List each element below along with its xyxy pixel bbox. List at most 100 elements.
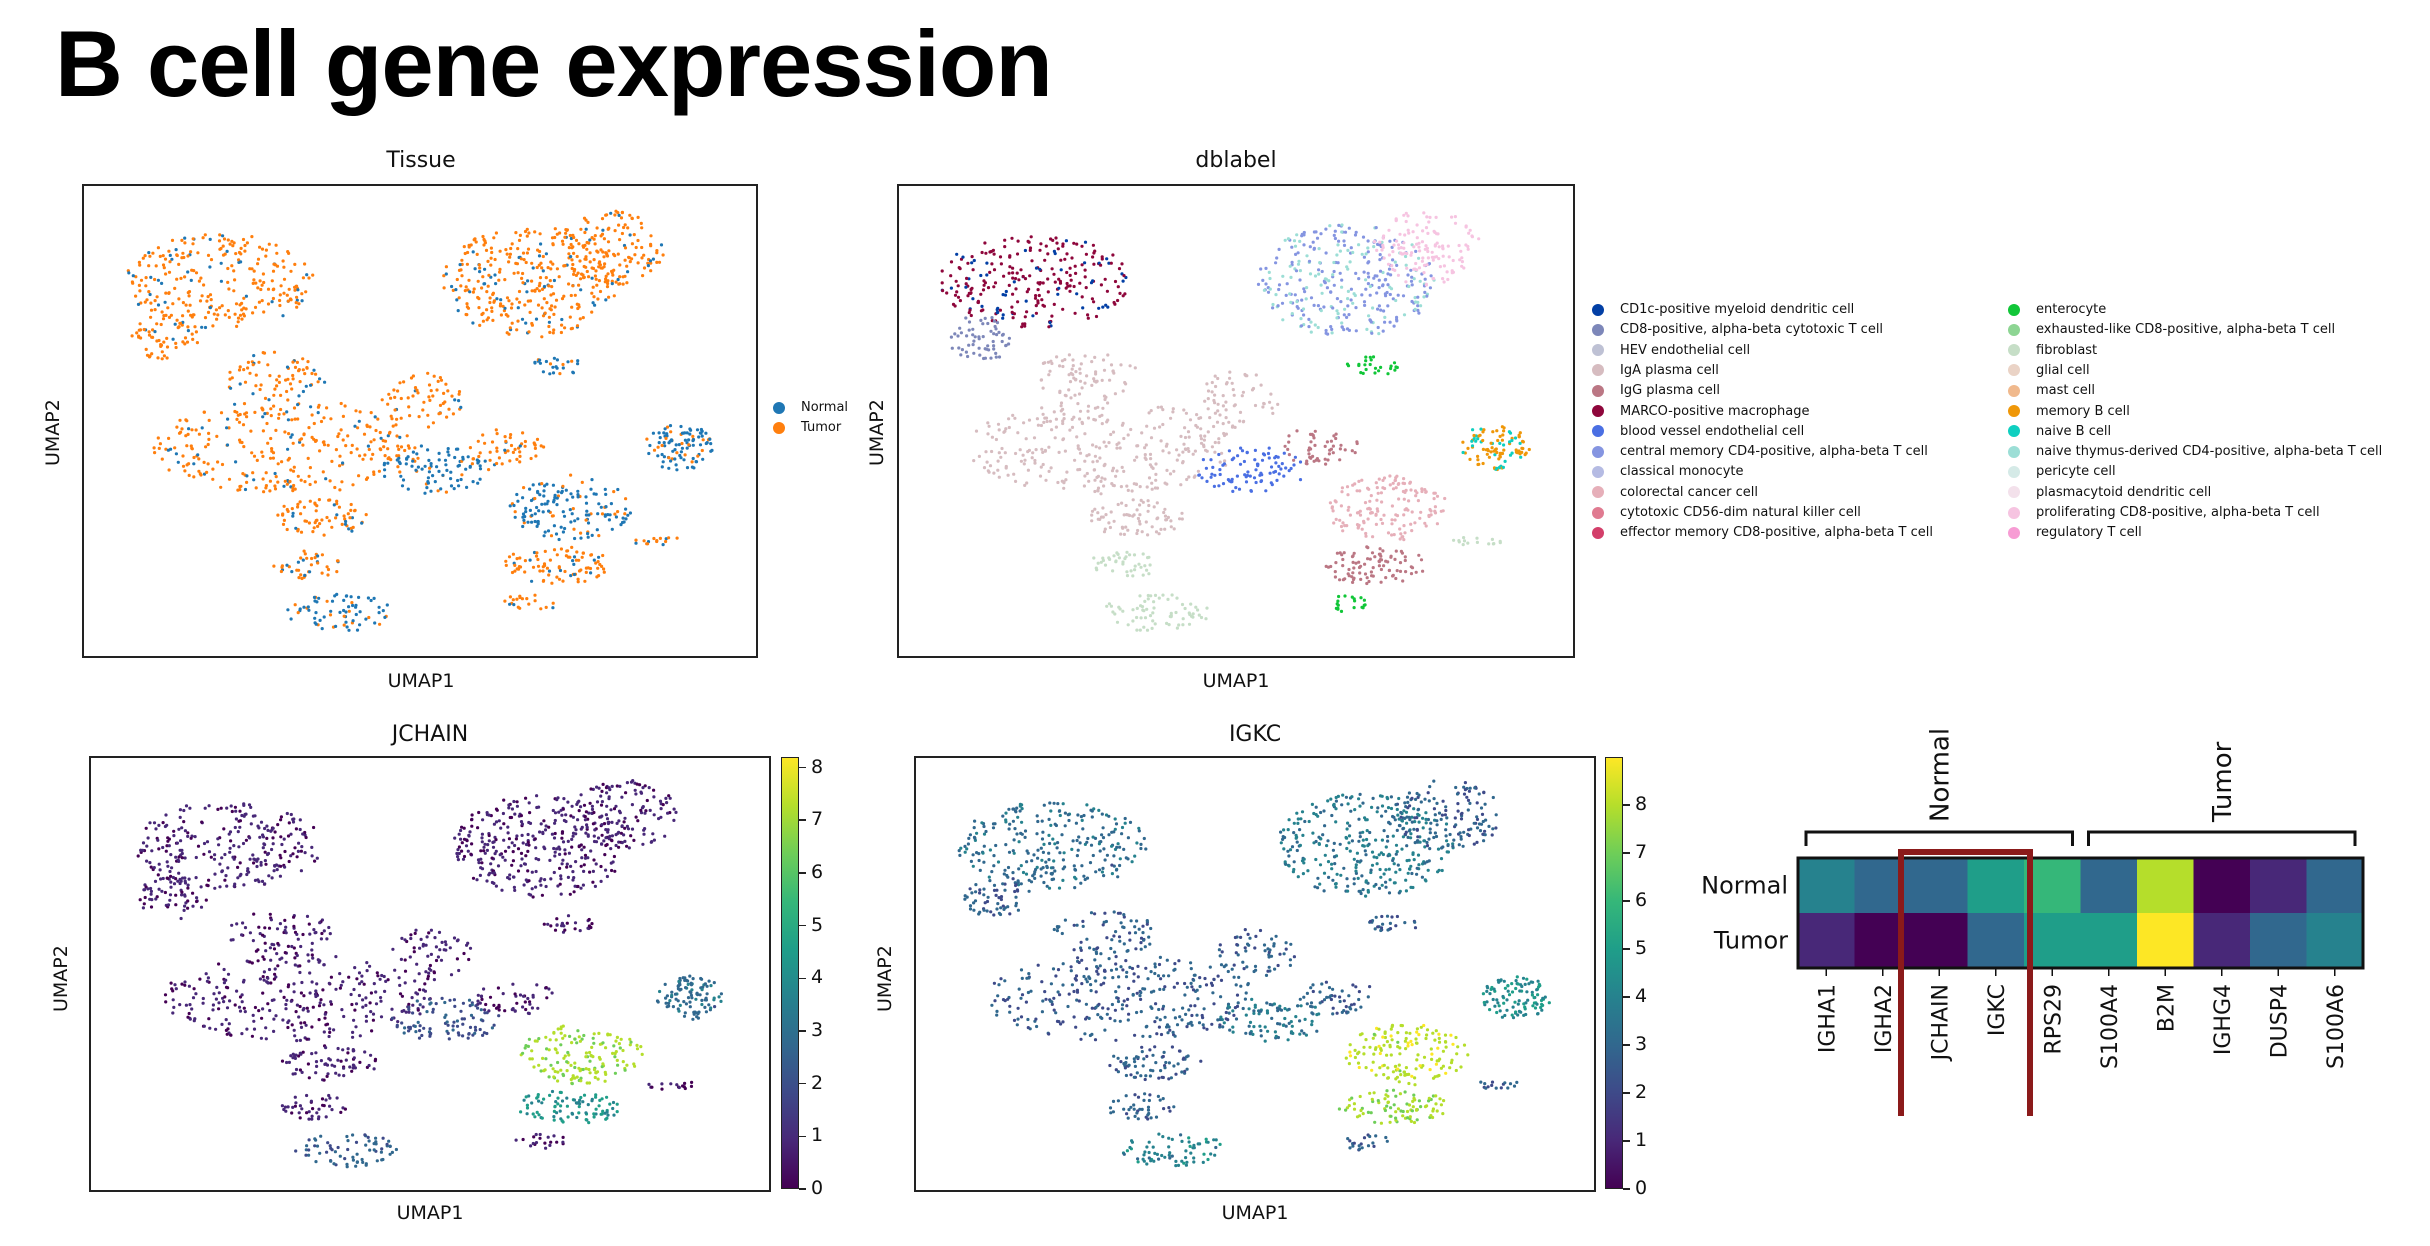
point	[264, 484, 268, 488]
point	[508, 602, 512, 606]
point	[577, 283, 581, 287]
point	[525, 251, 529, 255]
point	[1375, 274, 1379, 278]
point	[156, 838, 160, 842]
point	[519, 257, 523, 261]
point	[513, 515, 517, 519]
point	[268, 946, 272, 950]
point	[1133, 564, 1137, 568]
point	[1381, 284, 1385, 288]
point	[1145, 568, 1149, 572]
point	[447, 1037, 451, 1041]
point	[179, 916, 183, 921]
point	[1414, 249, 1418, 253]
point	[1424, 524, 1428, 528]
point	[1058, 390, 1062, 395]
point	[273, 471, 277, 476]
point	[163, 300, 167, 304]
legend-item: IgG plasma cell	[1592, 383, 1720, 398]
point	[568, 233, 572, 238]
point	[293, 1072, 297, 1076]
point	[1086, 416, 1091, 420]
point	[362, 432, 367, 436]
point	[614, 209, 618, 213]
point	[371, 1018, 375, 1022]
point	[362, 982, 366, 986]
point	[1147, 476, 1152, 480]
point	[1022, 462, 1026, 466]
point	[540, 287, 545, 291]
point	[628, 233, 632, 237]
point	[370, 1029, 374, 1033]
point	[1107, 441, 1111, 445]
point	[1428, 286, 1432, 290]
point	[1262, 288, 1266, 292]
point	[559, 525, 563, 529]
point	[488, 296, 492, 300]
point	[265, 411, 269, 415]
point	[673, 457, 677, 461]
point	[1434, 215, 1438, 219]
point	[1014, 479, 1018, 483]
point	[1386, 283, 1390, 287]
point	[207, 850, 212, 854]
point	[576, 493, 580, 497]
point	[1457, 243, 1461, 248]
point	[204, 445, 208, 449]
point	[286, 458, 290, 462]
point	[327, 1093, 331, 1098]
point	[1347, 226, 1351, 230]
point	[1049, 359, 1053, 363]
cluster-11	[1372, 211, 1481, 287]
point	[435, 465, 439, 469]
point	[1470, 439, 1474, 443]
point	[1462, 536, 1466, 540]
point	[1404, 219, 1408, 224]
point	[655, 249, 659, 253]
point	[996, 422, 1001, 426]
point	[1187, 611, 1191, 615]
point	[989, 329, 993, 333]
point	[1129, 427, 1133, 432]
point	[261, 429, 265, 433]
point	[169, 313, 173, 317]
point	[517, 238, 522, 242]
point	[1043, 449, 1047, 453]
point	[535, 287, 539, 291]
point	[1040, 298, 1044, 302]
point	[183, 342, 187, 346]
point	[1335, 253, 1339, 257]
point	[1387, 228, 1391, 232]
point	[649, 242, 653, 246]
point	[142, 327, 146, 332]
point	[1379, 580, 1383, 584]
point	[285, 811, 289, 816]
point	[391, 424, 395, 428]
point	[1041, 450, 1045, 454]
point	[1147, 411, 1151, 415]
point	[1433, 244, 1437, 248]
point	[1072, 241, 1076, 245]
point	[1184, 447, 1188, 452]
point	[436, 379, 440, 383]
point	[167, 315, 172, 319]
point	[243, 487, 248, 492]
point	[457, 484, 461, 488]
point	[1304, 461, 1308, 466]
point	[665, 432, 669, 436]
point	[1313, 443, 1317, 447]
point	[1334, 561, 1338, 565]
point	[560, 239, 565, 243]
point	[1404, 280, 1408, 284]
point	[533, 443, 537, 447]
point	[1010, 236, 1014, 240]
point	[253, 814, 257, 818]
point	[134, 275, 138, 279]
point	[680, 446, 685, 450]
point	[1218, 472, 1222, 477]
point	[443, 400, 447, 404]
point	[1292, 239, 1297, 243]
point	[334, 1071, 338, 1075]
point	[301, 1050, 305, 1054]
point	[1135, 508, 1139, 512]
